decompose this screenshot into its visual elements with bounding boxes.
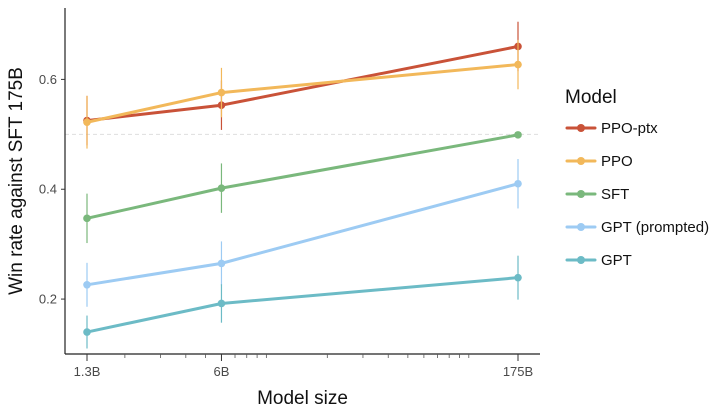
- x-axis-title: Model size: [257, 388, 348, 408]
- data-point-ppo: [217, 88, 226, 97]
- legend-swatch-point-ppo-ptx: [577, 124, 585, 132]
- series-line-gpt-prompted: [85, 182, 520, 287]
- legend-label-ppo: PPO: [601, 153, 633, 170]
- legend-swatch-point-gpt: [577, 256, 585, 264]
- series-line-sft: [85, 133, 520, 220]
- legend-label-sft: SFT: [601, 186, 629, 203]
- x-tick-label: 6B: [214, 364, 230, 379]
- x-tick-label: 175B: [503, 364, 533, 379]
- x-tick-label: 1.3B: [74, 364, 101, 379]
- y-axis-title: Win rate against SFT 175B: [6, 67, 27, 295]
- legend-swatch-point-gpt-prompted: [577, 223, 585, 231]
- data-point-gpt: [83, 328, 91, 336]
- y-tick-label: 0.2: [39, 292, 57, 307]
- legend-label-gpt: GPT: [601, 252, 632, 269]
- series-line-gpt: [85, 276, 520, 334]
- legend-swatch-point-sft: [577, 190, 585, 198]
- legend-swatch-point-ppo: [577, 157, 585, 165]
- data-point-gpt-prompted: [217, 259, 226, 268]
- data-point-gpt-prompted: [83, 281, 91, 289]
- data-point-sft: [217, 184, 226, 192]
- data-point-gpt: [514, 273, 522, 282]
- data-point-sft: [514, 131, 522, 139]
- legend-label-gpt-prompted: GPT (prompted): [601, 219, 709, 236]
- data-point-ppo: [83, 118, 91, 127]
- data-point-gpt: [217, 299, 226, 308]
- data-point-sft: [83, 214, 91, 223]
- data-point-ppo: [514, 60, 522, 69]
- legend-title: Model: [565, 87, 617, 108]
- y-tick-label: 0.6: [39, 72, 57, 87]
- y-tick-label: 0.4: [39, 182, 57, 197]
- data-point-gpt-prompted: [514, 179, 522, 188]
- legend-label-ppo-ptx: PPO-ptx: [601, 120, 658, 137]
